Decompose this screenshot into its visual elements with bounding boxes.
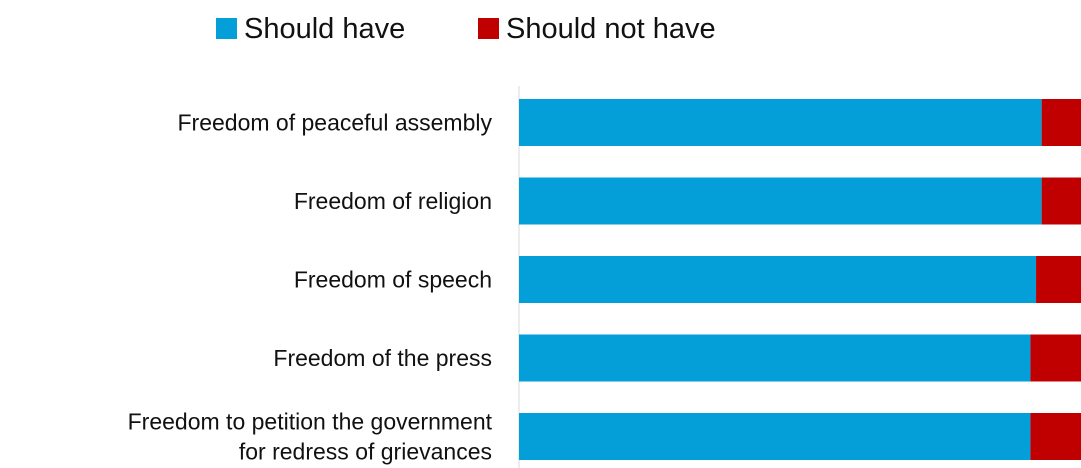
chart-legend: Should have Should not have <box>216 13 716 45</box>
bar-should-have <box>519 256 1037 303</box>
category-label: Freedom to petition the government for re… <box>128 409 493 465</box>
bar-should-not-have <box>1030 413 1081 460</box>
legend-swatch-should-have <box>216 18 237 39</box>
category-label: Freedom of religion <box>294 188 492 214</box>
bar-should-not-have <box>1041 99 1081 146</box>
category-labels: Freedom of peaceful assembly Freedom of r… <box>128 110 493 465</box>
category-label: Freedom of speech <box>294 267 492 293</box>
bar-should-have <box>519 413 1031 460</box>
bar-should-have <box>519 99 1042 146</box>
category-label: Freedom of the press <box>273 345 492 371</box>
bar-should-not-have <box>1036 256 1081 303</box>
bar-should-not-have <box>1041 177 1081 225</box>
category-label: Freedom of peaceful assembly <box>178 110 493 136</box>
legend-label-should-have: Should have <box>244 13 405 45</box>
bar-should-not-have <box>1030 334 1081 382</box>
chart-bars <box>519 99 1081 460</box>
bar-should-have <box>519 177 1042 225</box>
legend-swatch-should-not-have <box>478 18 499 39</box>
bar-should-have <box>519 334 1031 382</box>
legend-label-should-not-have: Should not have <box>506 13 716 45</box>
